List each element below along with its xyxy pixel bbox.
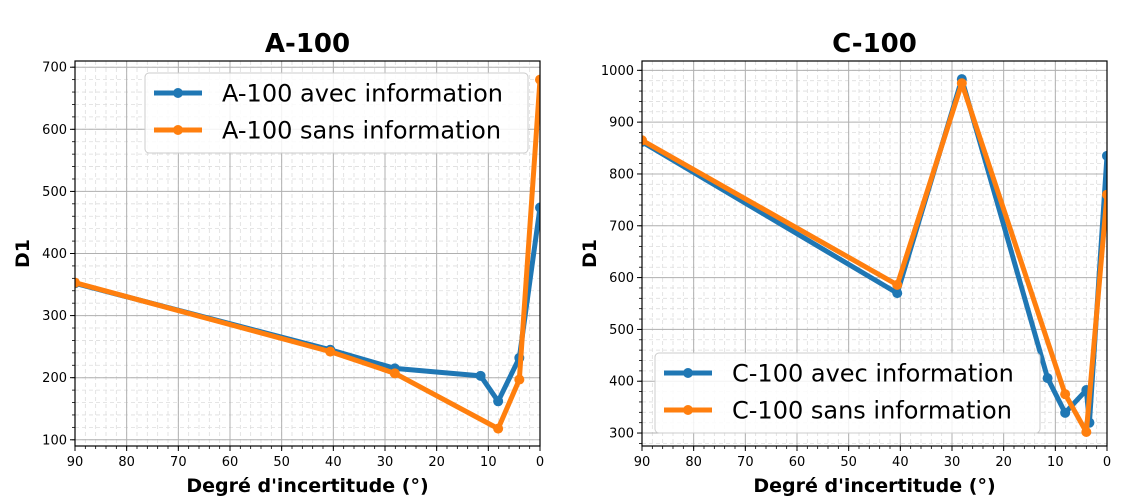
axes-frame [641,60,1108,447]
data-point [1042,373,1053,384]
series-line-1 [75,205,540,404]
chart-panel-1: 90 80 70 60 50 40 30 20 10 0100200300400500600700… [12,29,544,497]
x-tick-label: 30 [377,455,394,470]
data-point [1060,389,1071,400]
series-line-2 [75,77,540,432]
legend-box [654,352,1041,434]
data-point [892,288,903,299]
data-point [389,368,400,379]
data-point [1102,189,1107,200]
data-point [475,370,486,381]
x-tick-label: 70 [737,455,754,470]
x-tick-label: 60 [222,455,239,470]
x-tick-label: 80 [118,455,135,470]
x-tick-label: 10 [1047,455,1064,470]
x-tick-label: 70 [170,455,187,470]
legend-box [144,72,529,154]
y-tick-label: 200 [42,371,67,386]
y-tick-label: 700 [609,219,634,234]
data-point [535,74,540,85]
x-axis-label: Degré d'incertitude (°) [186,475,428,497]
y-tick-label: 600 [42,123,67,138]
legend-label: A-100 sans information [222,117,501,145]
data-point [642,135,647,146]
y-tick-label: 800 [609,167,634,182]
legend-label: C-100 avec information [732,360,1014,388]
data-point [325,346,336,357]
x-tick-label: 80 [685,455,702,470]
chart-title: C-100 [832,29,917,59]
data-point [75,277,80,288]
legend: A-100 avec information A-100 sans informa… [144,72,529,154]
legend-swatch-marker [173,88,183,98]
y-tick-label: 1000 [601,64,634,79]
x-tick-label: 0 [1103,455,1111,470]
data-point [514,374,525,385]
y-tick-label: 500 [42,185,67,200]
legend-label: C-100 sans information [732,397,1012,425]
legend-swatch-marker [173,125,183,135]
x-tick-label: 40 [325,455,342,470]
y-axis-label: D1 [579,239,601,268]
x-tick-label: 90 [67,455,84,470]
x-tick-label: 0 [536,455,544,470]
series-group [75,74,540,434]
series-group [642,74,1107,438]
y-tick-label: 600 [609,271,634,286]
x-tick-label: 30 [944,455,961,470]
y-tick-label: 400 [42,247,67,262]
y-tick-label: 900 [609,116,634,131]
y-tick-label: 300 [609,427,634,442]
data-point [535,202,540,213]
chart-title: A-100 [265,29,350,59]
x-tick-label: 10 [480,455,497,470]
legend-swatch-marker [683,368,693,378]
y-tick-label: 100 [42,433,67,448]
data-point [892,279,903,290]
y-tick-label: 700 [42,61,67,76]
legend-swatch-marker [683,405,693,415]
x-tick-label: 20 [995,455,1012,470]
x-tick-label: 50 [273,455,290,470]
series-line-2 [642,80,1107,435]
data-point [1081,427,1092,438]
x-tick-label: 20 [428,455,445,470]
data-point [493,396,504,407]
x-tick-label: 40 [892,455,909,470]
x-tick-label: 50 [840,455,857,470]
legend-label: A-100 avec information [222,80,503,108]
y-axis-label: D1 [12,239,34,268]
data-point [1060,407,1071,418]
x-axis-label: Degré d'incertitude (°) [753,475,995,497]
y-tick-label: 300 [42,309,67,324]
y-tick-label: 400 [609,375,634,390]
chart-panel-2: 90 80 70 60 50 40 30 20 10 0 300 400 500 600 700 800 900… [579,29,1111,497]
x-tick-label: 90 [634,455,651,470]
y-tick-label: 500 [609,323,634,338]
data-point [1102,150,1107,161]
x-tick-label: 60 [789,455,806,470]
data-point [956,78,967,89]
legend: C-100 avec information C-100 sans informa… [654,352,1041,434]
data-point [493,423,504,434]
